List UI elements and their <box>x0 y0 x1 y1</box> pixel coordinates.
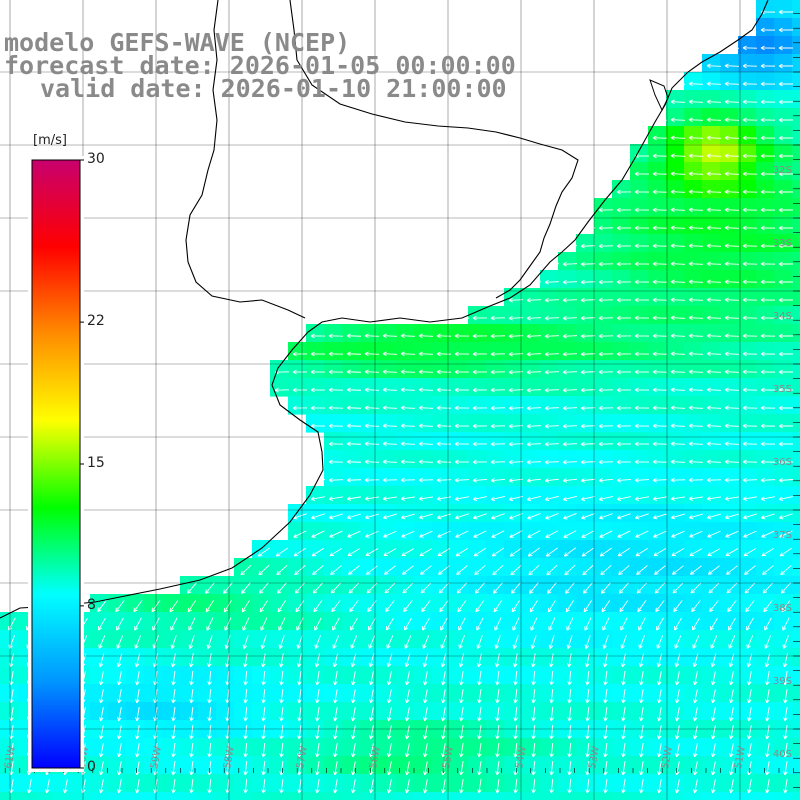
colorbar-tick-8: 8 <box>87 596 96 613</box>
model-title: modelo GEFS-WAVE (NCEP) <box>4 28 351 57</box>
wind-vector-arrows <box>8 9 794 794</box>
colorbar-tick-22: 22 <box>87 313 105 330</box>
lon-label-54w: 54W <box>514 745 529 769</box>
colorbar-unit: [m/s] <box>33 133 67 148</box>
lat-label-36s: 36S <box>773 457 792 468</box>
colorbar-tick-30: 30 <box>87 151 105 167</box>
lat-label-34s: 34S <box>773 311 792 322</box>
lon-label-61w: 61W <box>3 745 18 769</box>
lat-label-40s: 40S <box>773 749 792 760</box>
lon-label-53w: 53W <box>587 745 602 769</box>
colorbar-tick-15: 15 <box>87 455 105 471</box>
valid-date: valid date: 2026-01-10 21:00:00 <box>40 74 507 103</box>
lon-label-57w: 57W <box>295 745 310 769</box>
lat-label-33s: 33S <box>773 238 792 249</box>
coastline <box>0 0 769 619</box>
lat-label-39s: 39S <box>773 676 792 687</box>
colorbar-gradient <box>31 159 81 769</box>
lon-label-58w: 58W <box>222 745 237 769</box>
lon-label-51w: 51W <box>733 745 748 769</box>
lon-label-59w: 59W <box>149 745 164 769</box>
colorbar <box>28 156 84 772</box>
lon-label-56w: 56W <box>368 745 383 769</box>
lon-label-55w: 55W <box>441 745 456 769</box>
lat-label-37s: 37S <box>773 530 792 541</box>
latitude-labels: 32S33S34S35S36S37S38S39S40S41S <box>773 165 792 760</box>
lon-label-52w: 52W <box>660 745 675 769</box>
lat-label-32s: 32S <box>773 165 792 176</box>
colorbar-tick-0: 0 <box>87 759 96 775</box>
lat-label-35s: 35S <box>773 384 792 395</box>
lat-label-38s: 38S <box>773 603 792 614</box>
forecast-date: forecast date: 2026-01-05 00:00:00 <box>4 51 516 80</box>
